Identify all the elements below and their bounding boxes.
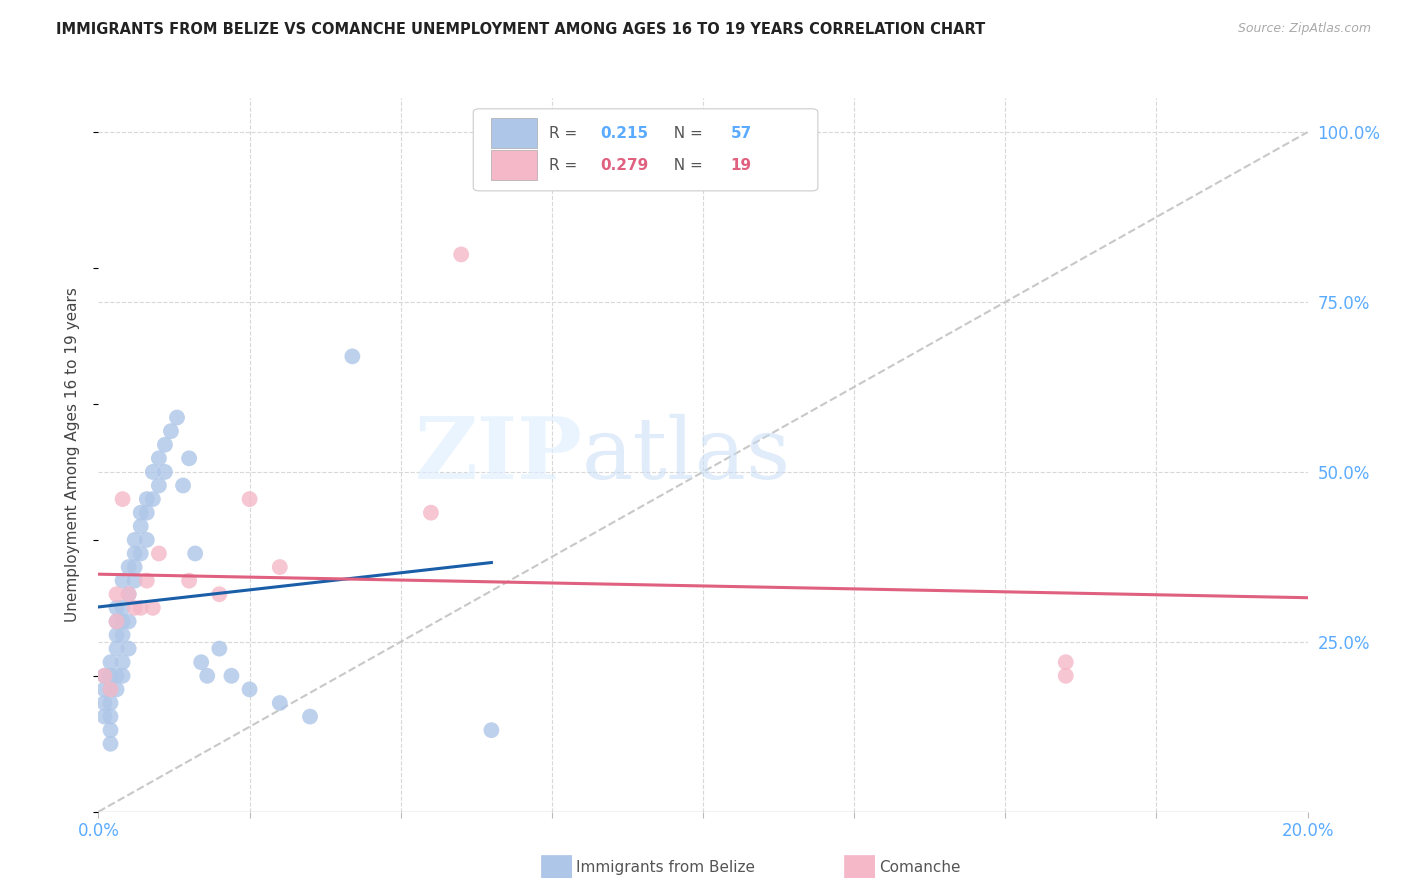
Point xyxy=(172,478,194,492)
Point xyxy=(100,723,122,738)
Point xyxy=(221,669,243,683)
Point xyxy=(129,506,152,520)
Point xyxy=(142,492,165,507)
Point xyxy=(153,465,176,479)
Text: N =: N = xyxy=(664,126,709,141)
Point xyxy=(118,587,141,601)
Point xyxy=(148,451,170,466)
Point xyxy=(129,546,152,560)
Point xyxy=(105,587,128,601)
Point xyxy=(184,546,207,560)
Point xyxy=(105,615,128,629)
Point xyxy=(93,669,115,683)
Point xyxy=(148,478,170,492)
Text: N =: N = xyxy=(664,158,709,173)
Text: Comanche: Comanche xyxy=(879,860,960,874)
Point xyxy=(299,709,322,723)
Point xyxy=(93,709,115,723)
Point xyxy=(100,669,122,683)
Text: 19: 19 xyxy=(731,158,752,173)
Point xyxy=(450,247,472,261)
Point xyxy=(342,350,364,364)
Point xyxy=(111,574,134,588)
Point xyxy=(142,465,165,479)
Point xyxy=(100,682,122,697)
Point xyxy=(111,600,134,615)
Point xyxy=(100,655,122,669)
Point xyxy=(111,655,134,669)
Point xyxy=(420,506,443,520)
Point xyxy=(129,519,152,533)
Point xyxy=(105,600,128,615)
Point xyxy=(135,533,157,547)
Point xyxy=(111,492,134,507)
Text: R =: R = xyxy=(550,126,582,141)
FancyBboxPatch shape xyxy=(474,109,818,191)
Point xyxy=(118,641,141,656)
Point xyxy=(105,669,128,683)
Point xyxy=(124,574,146,588)
Y-axis label: Unemployment Among Ages 16 to 19 years: Unemployment Among Ages 16 to 19 years xyxy=(65,287,80,623)
Point xyxy=(105,615,128,629)
Point xyxy=(93,682,115,697)
Point xyxy=(100,709,122,723)
Point xyxy=(190,655,212,669)
Point xyxy=(100,737,122,751)
Point xyxy=(135,506,157,520)
Point xyxy=(148,546,170,560)
Text: 0.215: 0.215 xyxy=(600,126,648,141)
Text: 57: 57 xyxy=(731,126,752,141)
Point xyxy=(124,600,146,615)
Point xyxy=(1054,669,1077,683)
Point xyxy=(269,696,291,710)
Text: ZIP: ZIP xyxy=(415,413,582,497)
Point xyxy=(142,600,165,615)
Text: IMMIGRANTS FROM BELIZE VS COMANCHE UNEMPLOYMENT AMONG AGES 16 TO 19 YEARS CORREL: IMMIGRANTS FROM BELIZE VS COMANCHE UNEMP… xyxy=(56,22,986,37)
Point xyxy=(93,696,115,710)
Point xyxy=(1054,655,1077,669)
Point xyxy=(239,492,262,507)
Point xyxy=(118,587,141,601)
Point xyxy=(239,682,262,697)
Point xyxy=(111,669,134,683)
Point xyxy=(118,560,141,574)
Point xyxy=(93,669,115,683)
Text: atlas: atlas xyxy=(582,413,792,497)
Point xyxy=(105,628,128,642)
FancyBboxPatch shape xyxy=(492,150,537,180)
Point xyxy=(124,546,146,560)
Point xyxy=(208,641,231,656)
Text: R =: R = xyxy=(550,158,582,173)
Point xyxy=(166,410,188,425)
Point xyxy=(135,492,157,507)
Point xyxy=(105,641,128,656)
Point xyxy=(118,615,141,629)
Point xyxy=(160,424,183,438)
Point xyxy=(179,574,201,588)
Point xyxy=(100,696,122,710)
Text: 0.279: 0.279 xyxy=(600,158,648,173)
FancyBboxPatch shape xyxy=(492,118,537,148)
Point xyxy=(179,451,201,466)
Point xyxy=(135,574,157,588)
Point xyxy=(100,682,122,697)
Point xyxy=(195,669,218,683)
Point xyxy=(111,615,134,629)
Point xyxy=(269,560,291,574)
Point xyxy=(129,600,152,615)
Point xyxy=(111,628,134,642)
Point xyxy=(124,533,146,547)
Text: Immigrants from Belize: Immigrants from Belize xyxy=(576,860,755,874)
Point xyxy=(105,682,128,697)
Point xyxy=(153,438,176,452)
Point xyxy=(124,560,146,574)
Point xyxy=(208,587,231,601)
Point xyxy=(481,723,503,738)
Text: Source: ZipAtlas.com: Source: ZipAtlas.com xyxy=(1237,22,1371,36)
